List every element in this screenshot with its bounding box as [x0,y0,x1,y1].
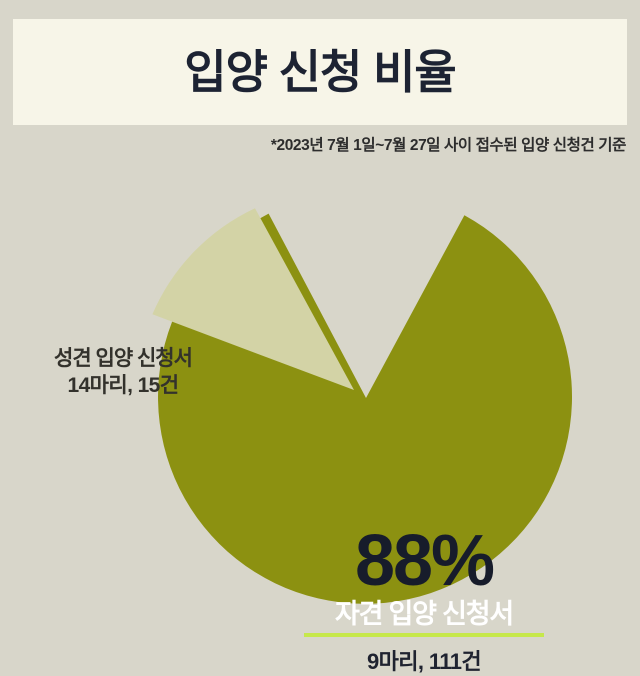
pie-chart: 성견 입양 신청서 14마리, 15건 88% 자견 입양 신청서 9마리, 1… [0,150,640,674]
page-title: 입양 신청 비율 [184,46,456,98]
subtitle-note: *2023년 7월 1일~7월 27일 사이 접수된 입양 신청건 기준 [270,137,627,154]
main-slice-underline [304,632,544,637]
infographic-root: 입양 신청 비율 *2023년 7월 1일~7월 27일 사이 접수된 입양 신… [0,19,640,674]
main-slice-name: 자견 입양 신청서 [334,599,514,630]
pie-slice-small-group[interactable] [152,208,354,390]
main-slice-detail: 9마리, 111건 [366,648,482,674]
pie-slice-small[interactable] [152,208,354,390]
header-banner: 입양 신청 비율 [13,19,627,125]
main-slice-percent: 88% [354,521,495,601]
small-slice-detail: 14마리, 15건 [67,373,180,397]
small-slice-name: 성견 입양 신청서 [54,347,193,370]
main-slice-label: 88% 자견 입양 신청서 9마리, 111건 [300,521,548,676]
pie-chart-svg [152,208,573,604]
small-slice-label: 성견 입양 신청서 14마리, 15건 [12,346,234,400]
